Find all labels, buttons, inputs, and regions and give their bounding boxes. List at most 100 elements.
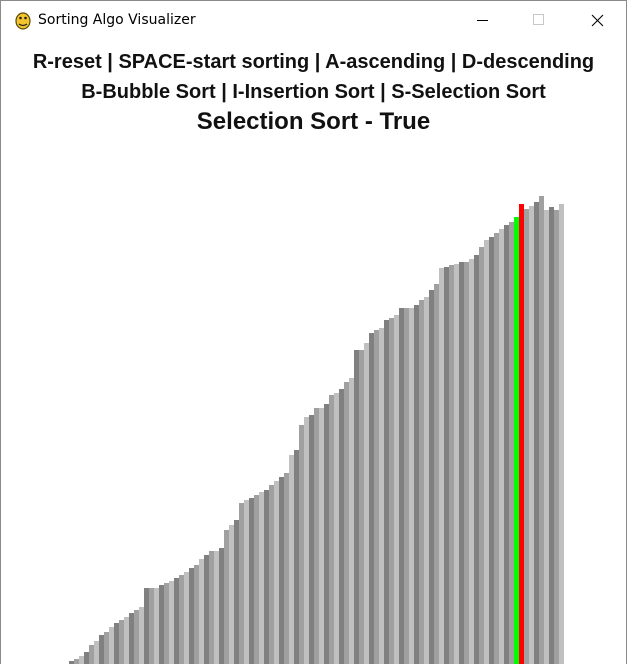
- bar: [319, 408, 324, 664]
- bar: [409, 308, 414, 664]
- window-controls: [477, 14, 604, 27]
- instructions: R-reset | SPACE-start sorting | A-ascend…: [32, 51, 595, 73]
- close-button[interactable]: [591, 14, 604, 27]
- bar: [459, 262, 464, 664]
- bar: [119, 620, 124, 664]
- bar: [474, 255, 479, 664]
- bar: [484, 240, 489, 664]
- bar: [164, 583, 169, 664]
- bar: [369, 333, 374, 664]
- bar: [94, 641, 99, 664]
- bar: [489, 237, 494, 664]
- bar: [269, 485, 274, 664]
- bar: [204, 555, 209, 664]
- app-icon: [15, 12, 31, 30]
- bar: [439, 268, 444, 664]
- title-bar: Sorting Algo Visualizer: [1, 1, 626, 39]
- bar: [524, 209, 529, 664]
- bar: [109, 627, 114, 664]
- bar: [384, 320, 389, 664]
- bar: [509, 222, 514, 664]
- bar: [299, 425, 304, 664]
- instructions: B-Bubble Sort | I-Insertion Sort | S-Sel…: [81, 81, 546, 103]
- bar: [374, 330, 379, 664]
- bar: [494, 233, 499, 664]
- bar: [559, 204, 564, 664]
- bar: [514, 217, 519, 664]
- bar: [259, 492, 264, 664]
- bar: [74, 659, 79, 664]
- bar: [294, 450, 299, 664]
- bar: [394, 315, 399, 664]
- bar: [324, 404, 329, 664]
- bar: [399, 308, 404, 664]
- bar: [144, 588, 149, 664]
- bar: [279, 477, 284, 664]
- window-title: Sorting Algo Visualizer: [38, 12, 196, 28]
- bar: [89, 645, 94, 664]
- bar: [404, 308, 409, 664]
- bar: [454, 264, 459, 664]
- bar: [469, 259, 474, 664]
- bar: [519, 204, 524, 664]
- bar: [184, 572, 189, 664]
- bar: [504, 225, 509, 664]
- bar: [284, 473, 289, 664]
- bar: [249, 498, 254, 664]
- status: Selection Sort - True: [196, 108, 431, 135]
- bar: [314, 408, 319, 664]
- bar: [254, 495, 259, 664]
- bar: [309, 415, 314, 664]
- bar: [274, 481, 279, 664]
- bar: [529, 206, 534, 664]
- bar: [364, 343, 369, 664]
- bar: [434, 284, 439, 664]
- bar: [414, 305, 419, 664]
- bar: [99, 635, 104, 664]
- bar: [159, 585, 164, 664]
- bar: [264, 490, 269, 664]
- bar: [139, 607, 144, 664]
- bar: [389, 318, 394, 664]
- bar: [334, 393, 339, 664]
- bar: [234, 520, 239, 664]
- bar: [499, 229, 504, 664]
- bar: [154, 588, 159, 664]
- bar: [349, 378, 354, 664]
- bar: [339, 389, 344, 664]
- bar: [214, 551, 219, 664]
- bar: [189, 568, 194, 664]
- bar: [379, 328, 384, 664]
- bar: [224, 530, 229, 664]
- bar: [479, 247, 484, 664]
- bar: [104, 632, 109, 664]
- bar: [424, 297, 429, 664]
- bar: [209, 551, 214, 664]
- bar: [149, 588, 154, 664]
- bar: [544, 210, 549, 664]
- bar: [304, 417, 309, 664]
- bar: [129, 613, 134, 664]
- bar: [79, 656, 84, 664]
- bar: [194, 565, 199, 664]
- bar: [539, 196, 544, 664]
- bar: [449, 265, 454, 664]
- bar: [329, 395, 334, 664]
- maximize-button[interactable]: [533, 14, 544, 25]
- bar: [199, 559, 204, 664]
- bar: [219, 548, 224, 664]
- bar: [84, 652, 89, 664]
- bar: [134, 610, 139, 664]
- bar: [69, 661, 74, 664]
- bar: [359, 350, 364, 664]
- bar: [429, 290, 434, 664]
- bar: [244, 500, 249, 664]
- bar: [549, 207, 554, 664]
- bar: [444, 267, 449, 664]
- bar: [114, 623, 119, 664]
- bar: [229, 525, 234, 664]
- bar: [124, 617, 129, 664]
- bar: [169, 581, 174, 664]
